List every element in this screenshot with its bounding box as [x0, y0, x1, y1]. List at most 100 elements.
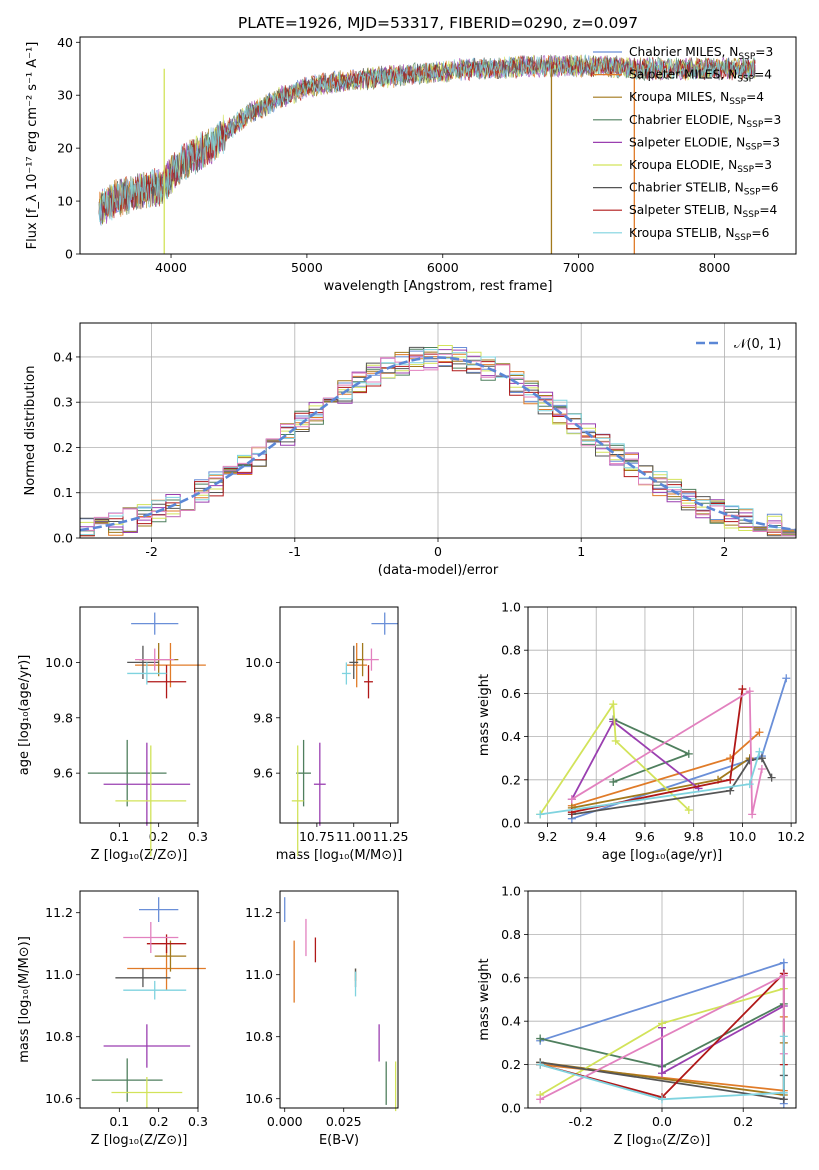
x-axis-label: E(B-V)	[319, 1133, 359, 1148]
x-tick-label: 0.3	[188, 829, 208, 844]
y-tick-label: 0.2	[53, 440, 73, 455]
legend-entry: Kroupa STELIB, NSSP=6	[629, 226, 769, 243]
x-tick-label: 10.75	[299, 829, 335, 844]
weight-marker	[755, 728, 764, 737]
weight-marker	[609, 717, 618, 726]
weight-marker	[757, 754, 766, 763]
weight-marker	[536, 810, 545, 819]
x-axis-label: mass [log₁₀(M/M⊙)]	[276, 848, 403, 863]
spectrum-series-line	[98, 54, 756, 217]
y-tick-label: 10.0	[245, 655, 273, 670]
x-tick-label: 0.2	[733, 1114, 753, 1129]
y-tick-label: 10.0	[45, 655, 73, 670]
y-tick-label: 9.6	[53, 766, 73, 781]
weight-series-line	[571, 689, 763, 815]
y-tick-label: 0.8	[501, 927, 521, 942]
x-tick-label: 11.00	[336, 829, 372, 844]
weight-marker	[658, 1095, 666, 1104]
y-tick-label: 0.2	[501, 772, 521, 787]
axes-frame	[79, 606, 199, 824]
x-tick-label: -0.2	[569, 1114, 593, 1129]
weight-marker	[726, 775, 735, 784]
chart-title: PLATE=1926, MJD=53317, FIBERID=0290, z=0…	[238, 14, 638, 32]
y-tick-label: 9.8	[53, 710, 73, 725]
legend-entry: Salpeter MILES, NSSP=4	[629, 68, 772, 85]
x-axis-label: age [log₁₀(age/yr)]	[602, 848, 723, 863]
y-tick-label: 0.1	[53, 485, 73, 500]
x-tick-label: 0.2	[149, 1114, 169, 1129]
x-tick-label: 0.1	[109, 1114, 129, 1129]
legend-entry: 𝒩(0, 1)	[734, 337, 781, 352]
y-tick-label: 0.4	[53, 349, 73, 364]
x-tick-label: 9.2	[538, 829, 558, 844]
x-tick-label: 9.4	[586, 829, 606, 844]
legend-entry: Chabrier STELIB, NSSP=6	[629, 181, 779, 198]
weight-marker	[779, 971, 788, 980]
weight-marker	[684, 806, 693, 815]
weight-marker	[567, 795, 576, 804]
legend-entry: Salpeter STELIB, NSSP=4	[629, 203, 778, 220]
x-axis-label: wavelength [Angstrom, rest frame]	[324, 279, 553, 294]
y-tick-label: 1.0	[501, 884, 521, 899]
y-tick-label: 0	[65, 247, 73, 262]
weight-marker	[745, 780, 754, 789]
x-tick-label: 0.2	[149, 829, 169, 844]
weight-marker	[779, 1088, 788, 1097]
x-tick-label: 0	[434, 544, 442, 559]
x-tick-label: -2	[145, 544, 157, 559]
axes-frame	[79, 890, 199, 1109]
x-axis-label: (data-model)/error	[378, 563, 499, 578]
weight-marker	[782, 674, 791, 683]
y-tick-label: 11.2	[245, 905, 273, 920]
weight-marker	[745, 687, 754, 696]
weight-marker	[536, 1095, 545, 1104]
y-tick-label: 0.6	[501, 686, 521, 701]
axes-frame	[527, 606, 797, 824]
axes-frame	[527, 890, 797, 1109]
weight-marker	[738, 685, 747, 694]
y-tick-label: 0.4	[501, 729, 521, 744]
y-tick-label: 0.6	[501, 970, 521, 985]
weight-marker	[779, 1032, 788, 1041]
weight-marker	[536, 1034, 545, 1043]
normal-reference-curve	[80, 356, 796, 532]
weight-marker	[726, 786, 735, 795]
weight-marker	[609, 777, 618, 786]
y-tick-label: 0.3	[53, 395, 73, 410]
x-axis-label: Z [log₁₀(Z/Z⊙)]	[614, 1133, 711, 1148]
x-tick-label: 1	[577, 544, 585, 559]
y-tick-label: 10	[57, 194, 73, 209]
y-tick-label: 0.0	[501, 816, 521, 831]
axes-frame	[79, 322, 797, 539]
weight-marker	[757, 765, 766, 773]
x-tick-label: 0.0	[652, 1114, 672, 1129]
weight-marker	[755, 747, 764, 756]
legend-entry: Kroupa ELODIE, NSSP=3	[629, 158, 772, 175]
y-tick-label: 10.8	[245, 1029, 273, 1044]
axes-frame	[279, 606, 399, 824]
x-tick-label: 8000	[699, 260, 731, 275]
y-tick-label: 0.2	[501, 1057, 521, 1072]
y-tick-label: 11.2	[45, 905, 73, 920]
x-axis-label: Z [log₁₀(Z/Z⊙)]	[91, 1133, 188, 1148]
y-axis-label: Flux [f_λ 10⁻¹⁷ erg cm⁻² s⁻¹ A⁻¹]	[25, 42, 40, 250]
weight-marker	[684, 749, 693, 758]
x-tick-label: 5000	[291, 260, 323, 275]
x-tick-label: 0.1	[109, 829, 129, 844]
x-tick-label: 0.3	[188, 1114, 208, 1129]
legend-entry: Kroupa MILES, NSSP=4	[629, 90, 764, 107]
x-tick-label: 9.8	[684, 829, 704, 844]
y-axis-label: Normed distribution	[23, 366, 38, 496]
x-tick-label: 9.6	[635, 829, 655, 844]
y-tick-label: 10.6	[245, 1091, 273, 1106]
weight-marker	[536, 1060, 545, 1069]
y-axis-label: mass [log₁₀(M/M⊙)]	[17, 936, 32, 1063]
weight-marker	[779, 958, 788, 967]
legend-entry: Chabrier ELODIE, NSSP=3	[629, 113, 781, 130]
y-tick-label: 20	[57, 141, 73, 156]
histograms	[80, 345, 796, 537]
x-tick-label: 2	[720, 544, 728, 559]
y-tick-label: 0.0	[53, 531, 73, 546]
weight-marker	[748, 810, 757, 819]
